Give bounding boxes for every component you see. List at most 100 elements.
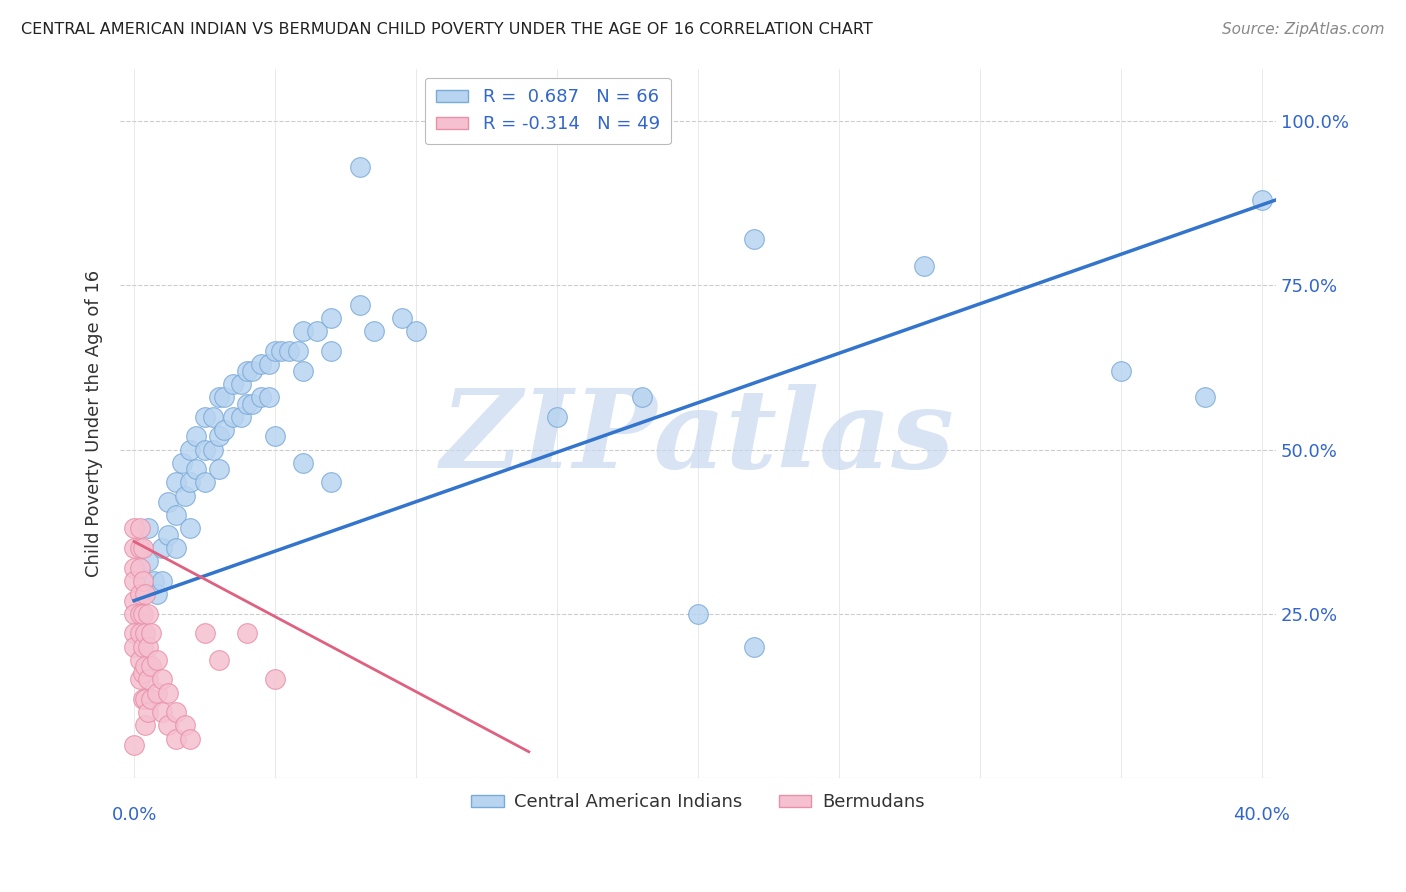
Point [546, 409, 568, 424]
Point [136, 673, 159, 687]
Point [136, 706, 159, 720]
Text: ZIPatlas: ZIPatlas [441, 384, 955, 491]
Point [122, 607, 145, 621]
Point [179, 521, 201, 535]
Point [179, 731, 201, 746]
Point [139, 659, 162, 673]
Point [122, 574, 145, 588]
Text: 40.0%: 40.0% [1233, 806, 1291, 824]
Point [270, 343, 292, 358]
Point [179, 475, 201, 490]
Point [165, 508, 187, 523]
Point [122, 541, 145, 555]
Point [264, 673, 287, 687]
Point [122, 521, 145, 535]
Point [208, 390, 231, 404]
Point [264, 429, 287, 443]
Point [156, 685, 179, 699]
Point [630, 390, 652, 404]
Point [156, 495, 179, 509]
Point [307, 324, 329, 338]
Point [184, 429, 207, 443]
Point [122, 640, 145, 654]
Point [165, 475, 187, 490]
Point [128, 626, 150, 640]
Point [131, 640, 153, 654]
Point [912, 259, 935, 273]
Point [134, 587, 156, 601]
Point [131, 665, 153, 680]
Point [122, 561, 145, 575]
Point [122, 626, 145, 640]
Point [292, 364, 315, 378]
Point [136, 607, 159, 621]
Point [1250, 193, 1272, 207]
Point [128, 521, 150, 535]
Point [231, 409, 253, 424]
Point [686, 607, 709, 621]
Point [136, 640, 159, 654]
Point [259, 390, 281, 404]
Point [193, 626, 215, 640]
Point [363, 324, 385, 338]
Point [292, 324, 315, 338]
Legend: Central American Indians, Bermudans: Central American Indians, Bermudans [464, 786, 932, 819]
Point [128, 653, 150, 667]
Point [131, 574, 153, 588]
Point [128, 587, 150, 601]
Point [202, 442, 225, 457]
Point [122, 593, 145, 607]
Point [145, 653, 167, 667]
Point [142, 574, 165, 588]
Point [165, 541, 187, 555]
Point [128, 561, 150, 575]
Point [222, 409, 245, 424]
Point [278, 343, 301, 358]
Point [287, 343, 309, 358]
Point [292, 456, 315, 470]
Point [139, 626, 162, 640]
Point [131, 541, 153, 555]
Point [214, 390, 236, 404]
Point [1109, 364, 1132, 378]
Point [150, 673, 173, 687]
Point [128, 541, 150, 555]
Point [170, 456, 193, 470]
Point [156, 718, 179, 732]
Point [122, 738, 145, 752]
Point [202, 409, 225, 424]
Point [222, 376, 245, 391]
Point [179, 442, 201, 457]
Point [173, 718, 195, 732]
Point [405, 324, 427, 338]
Point [208, 462, 231, 476]
Point [744, 640, 766, 654]
Point [134, 659, 156, 673]
Point [156, 528, 179, 542]
Y-axis label: Child Poverty Under the Age of 16: Child Poverty Under the Age of 16 [86, 269, 103, 577]
Point [134, 692, 156, 706]
Point [128, 607, 150, 621]
Point [242, 364, 264, 378]
Point [134, 626, 156, 640]
Text: CENTRAL AMERICAN INDIAN VS BERMUDAN CHILD POVERTY UNDER THE AGE OF 16 CORRELATIO: CENTRAL AMERICAN INDIAN VS BERMUDAN CHIL… [21, 22, 873, 37]
Text: 0.0%: 0.0% [111, 806, 156, 824]
Point [165, 731, 187, 746]
Point [231, 376, 253, 391]
Point [150, 574, 173, 588]
Point [128, 673, 150, 687]
Point [208, 653, 231, 667]
Point [321, 311, 343, 326]
Point [184, 462, 207, 476]
Point [236, 626, 259, 640]
Point [145, 685, 167, 699]
Point [264, 343, 287, 358]
Point [208, 429, 231, 443]
Point [131, 692, 153, 706]
Point [321, 343, 343, 358]
Point [193, 442, 215, 457]
Point [193, 409, 215, 424]
Point [150, 541, 173, 555]
Point [1194, 390, 1216, 404]
Point [139, 692, 162, 706]
